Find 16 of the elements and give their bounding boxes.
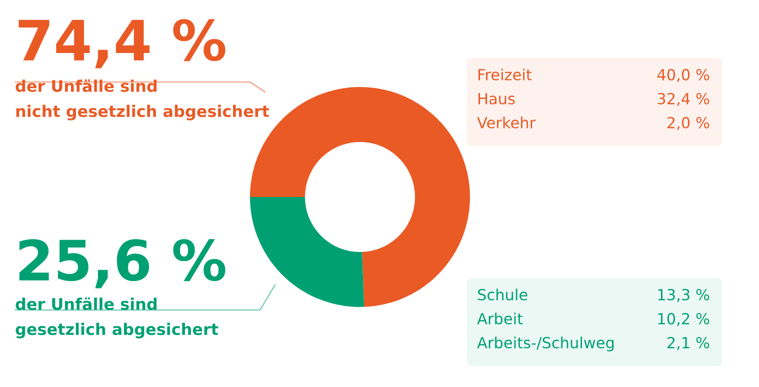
text: Arbeit <box>477 312 523 324</box>
text: Schule <box>478 288 528 300</box>
text: 10,2 % <box>658 312 710 326</box>
slice-label: der Unfälle sind gesetzlich abgesichert <box>16 297 218 338</box>
text: Freizeit <box>478 68 532 80</box>
slice-label: der Unfälle sind nicht gesetzlich abgesichert <box>16 79 270 120</box>
text: Haus <box>478 93 515 104</box>
text: 2,0 % <box>667 116 710 130</box>
data-label: 25,6 % <box>19 239 226 288</box>
text: Arbeits-/Schulweg <box>477 336 614 352</box>
text: 32,4 % <box>658 92 710 106</box>
text: 40,0 % <box>657 68 710 82</box>
text: 2,1 % <box>667 336 710 350</box>
text: Verkehr <box>477 116 536 128</box>
text: 13,3 % <box>658 288 710 302</box>
data-label: 74,4 % <box>18 19 226 68</box>
